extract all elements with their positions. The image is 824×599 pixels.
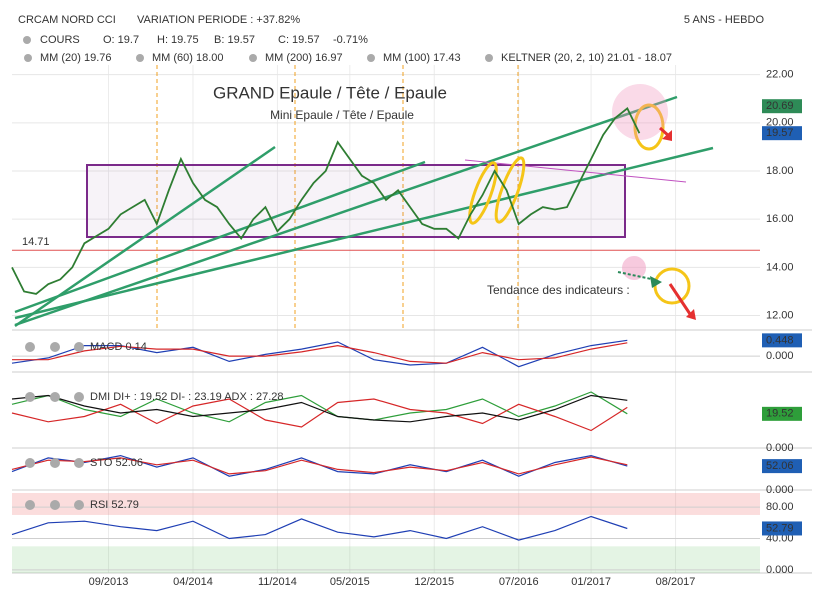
x-tick-label: 11/2014 [258, 576, 297, 588]
y-tick-label: 22.00 [766, 69, 794, 81]
value-box-label: 52.06 [766, 460, 794, 472]
arrows [617, 271, 657, 281]
panel-icon [50, 458, 60, 468]
settings-icon [23, 36, 31, 44]
value-box [762, 406, 802, 421]
settings-icon [485, 54, 493, 62]
ohlc-value: H: 19.75 [157, 34, 199, 46]
variation: VARIATION PERIODE : +37.82% [137, 14, 300, 26]
panel-icon [50, 342, 60, 352]
settings-icon [367, 54, 375, 62]
panel-icon [74, 458, 84, 468]
panel-icon [74, 500, 84, 510]
x-tick-label: 04/2014 [173, 576, 213, 588]
y-tick-label: 18.00 [766, 165, 794, 177]
value-box-label: 19.57 [766, 127, 794, 139]
highlight [622, 256, 646, 280]
series-line [11, 456, 628, 475]
indicator-legend: MM (20) 19.76 [40, 52, 112, 64]
value-box-label: 52.79 [766, 522, 794, 534]
x-tick-label: 08/2017 [656, 576, 696, 588]
x-tick-label: 12/2015 [414, 576, 454, 588]
change: -0.71% [333, 34, 368, 46]
panel-title: MACD 0.14 [90, 341, 147, 353]
series-line [11, 391, 628, 423]
indicator-legend: MM (100) 17.43 [383, 52, 461, 64]
panel-icon [74, 342, 84, 352]
value-box [762, 126, 802, 141]
shoulder-marks [468, 103, 691, 305]
panel-title: RSI 52.79 [90, 499, 139, 511]
series-line [11, 106, 641, 295]
trend-lines [14, 95, 714, 328]
value-box-label: 19.52 [766, 408, 794, 420]
value-box-label: 0.448 [766, 334, 794, 346]
indicator-legend: MM (200) 16.97 [265, 52, 343, 64]
value-box [762, 459, 802, 474]
panel-icon [50, 392, 60, 402]
x-tick-label: 09/2013 [89, 576, 129, 588]
series-line [11, 398, 628, 432]
y-tick-label: 0.000 [766, 350, 794, 362]
panel-title: DMI DI+ : 19.52 DI- : 23.19 ADX : 27.28 [90, 391, 284, 403]
series-line [11, 339, 628, 368]
drawings [14, 65, 714, 330]
value-box [762, 99, 802, 114]
arrows [658, 126, 696, 320]
range-box [86, 164, 626, 238]
instrument-title: CRCAM NORD CCI [18, 14, 116, 26]
panel-icon [25, 342, 35, 352]
y-tick-label: 16.00 [766, 213, 794, 225]
value-box-label: 20.69 [766, 100, 794, 112]
series-line [12, 342, 628, 364]
ohlc-value: B: 19.57 [214, 34, 255, 46]
indicator-legend: KELTNER (20, 2, 10) 21.01 - 18.07 [501, 52, 672, 64]
panel-icon [74, 392, 84, 402]
y-tick-label: 12.00 [766, 309, 794, 321]
panel-icon [25, 458, 35, 468]
indicator-legend: MM (60) 18.00 [152, 52, 224, 64]
annotation: Tendance des indicateurs : [487, 283, 630, 297]
panel-icon [50, 500, 60, 510]
legend-entry: COURS [40, 34, 80, 46]
x-tick-label: 05/2015 [330, 576, 370, 588]
series-line [11, 515, 628, 541]
x-tick-label: 01/2017 [571, 576, 611, 588]
y-tick-label: 14.00 [766, 261, 794, 273]
y-tick-label: 20.00 [766, 117, 794, 129]
arrow-head [650, 276, 662, 288]
ohlc-value: C: 19.57 [278, 34, 320, 46]
panel-icon [25, 392, 35, 402]
oversold-zone [12, 546, 760, 573]
panel-title: STO 52.06 [90, 457, 143, 469]
period-markers [156, 65, 519, 330]
value-box [762, 333, 802, 348]
overbought-zone [12, 493, 760, 515]
series-line [11, 394, 628, 423]
value-box [762, 521, 802, 536]
x-tick-label: 07/2016 [499, 576, 539, 588]
trend-line-thin [464, 159, 687, 183]
settings-icon [249, 54, 257, 62]
y-tick-label: 0.000 [766, 484, 794, 496]
highlight [612, 84, 668, 140]
y-tick-label: 0.000 [766, 564, 794, 576]
annotation: Mini Epaule / Tête / Epaule [270, 108, 414, 122]
y-tick-label: 80.00 [766, 501, 794, 513]
settings-icon [136, 54, 144, 62]
panel-icon [25, 500, 35, 510]
period: 5 ANS - HEBDO [684, 14, 765, 26]
annotation: GRAND Epaule / Tête / Epaule [213, 83, 447, 102]
ohlc-value: O: 19.7 [103, 34, 139, 46]
level-label: 14.71 [22, 236, 50, 248]
y-tick-label: 0.000 [766, 442, 794, 454]
settings-icon [24, 54, 32, 62]
